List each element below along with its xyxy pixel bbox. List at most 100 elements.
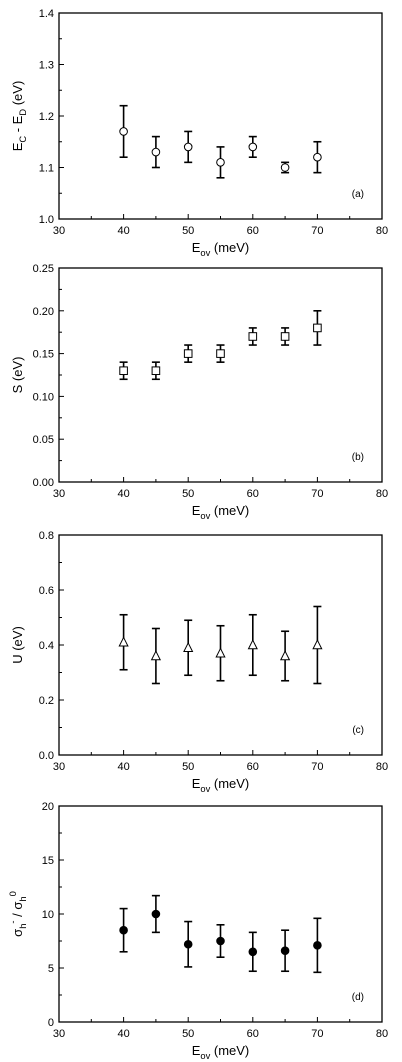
panel-c-y-tick-label: 0.4	[39, 640, 54, 652]
panel-d-y-tick-label: 15	[42, 855, 54, 867]
panel-b-x-axis-label-part-0: E	[192, 503, 201, 518]
panel-a-x-tick-label: 80	[376, 225, 388, 237]
panel-b-point-4	[248, 327, 258, 346]
panel-b-point-3	[216, 344, 225, 363]
panel-d-point-6	[313, 917, 322, 974]
panel-c-x-tick-label: 60	[247, 761, 259, 773]
panel-a-marker	[313, 152, 322, 162]
panel-c-x-tick-label: 80	[376, 761, 388, 773]
panel-a-y-axis-label-part-2: - E	[10, 115, 25, 136]
panel-a-y-axis-label: EC - ED (eV)	[10, 81, 28, 152]
panel-c-point-3	[215, 624, 226, 682]
panel-a-y-tick-label: 1.3	[39, 60, 54, 72]
panel-b-marker	[151, 366, 161, 376]
panel-d-marker	[216, 936, 225, 946]
panel-a-marker	[216, 158, 225, 167]
panel-b-y-tick-label: 0.20	[33, 306, 54, 318]
panel-a-x-axis-label-part-2: (meV)	[210, 240, 249, 255]
panel-b-point-1	[151, 361, 161, 381]
panel-b-x-axis-label-part-2: (meV)	[210, 503, 249, 518]
panel-a-marker	[280, 163, 290, 172]
panel-a-y-tick-label: 1.0	[39, 214, 54, 226]
panel-c-marker	[183, 641, 194, 653]
panel-c-point-2	[183, 619, 194, 677]
panel-b-marker	[248, 332, 258, 341]
panel-b-y-axis-label-part-0: S (eV)	[10, 357, 25, 394]
panel-c-x-axis-label-part-0: E	[192, 776, 201, 791]
panel-a-x-tick-label: 30	[53, 225, 65, 237]
panel-c-y-tick-label: 0.2	[39, 695, 54, 707]
panel-c-point-0	[118, 613, 129, 671]
panel-d-point-0	[119, 907, 128, 953]
panel-b-plot-frame	[58, 267, 383, 483]
panel-b-x-tick-label: 30	[53, 488, 65, 500]
panel-d-label: (d)	[352, 992, 364, 1003]
panel-d-x-tick-label: 80	[376, 1028, 388, 1040]
panel-b-x-tick-label: 40	[117, 488, 129, 500]
panel-a-point-0	[119, 104, 128, 158]
panel-b-point-0	[119, 361, 128, 381]
panel-c-x-tick-label: 70	[311, 761, 323, 773]
panel-d-x-tick-label: 70	[311, 1028, 323, 1040]
panel-d-point-2	[183, 920, 193, 968]
panel-b-marker	[119, 366, 128, 376]
panel-b-y-tick-label: 0.10	[33, 391, 54, 403]
panel-a-x-axis-label: Eov (meV)	[192, 240, 250, 258]
panel-a-plot-frame	[58, 12, 383, 220]
panel-a-x-tick-label: 70	[311, 225, 323, 237]
panel-a-point-5	[280, 161, 290, 174]
panel-b-x-tick-label: 50	[182, 488, 194, 500]
panel-c: 30 40 50 60 70 80 0.0 0.2 0.4 0.6 0.8 Eov (meV) U (e…	[10, 530, 388, 794]
panel-a-x-tick-label: 50	[182, 225, 194, 237]
panel-d-y-tick-label: 5	[48, 963, 54, 975]
panel-c-y-axis-label: U (eV)	[10, 626, 25, 664]
panel-a-point-4	[248, 135, 258, 158]
panel-c-marker	[150, 650, 162, 661]
panel-c-y-tick-label: 0.8	[39, 530, 54, 542]
panel-b-label: (b)	[352, 452, 364, 463]
panel-b-point-6	[313, 309, 322, 346]
panel-b-point-2	[183, 344, 193, 363]
panel-d-y-axis-label-part-1: h	[18, 924, 28, 929]
panel-b-marker	[313, 323, 322, 333]
panel-d-marker	[119, 925, 128, 935]
panel-a-marker	[119, 127, 128, 136]
panel-a-x-axis-label-part-1: ov	[200, 248, 210, 258]
panel-c-marker	[312, 639, 323, 650]
panel-b-x-tick-label: 80	[376, 488, 388, 500]
panel-a: 30 40 50 60 70 80 1.0 1.1 1.2 1.3 1.4 Eov (meV) EC -…	[10, 8, 388, 258]
panel-c-marker	[118, 636, 129, 647]
panel-a-marker	[183, 142, 193, 152]
panel-c-point-6	[312, 605, 323, 685]
panel-d-x-axis-label: Eov (meV)	[192, 1043, 250, 1061]
panel-b-x-tick-label: 60	[247, 488, 259, 500]
panel-a-y-tick-label: 1.4	[39, 8, 54, 20]
panel-a-x-axis-label-part-0: E	[192, 240, 201, 255]
panel-a-x-tick-label: 40	[117, 225, 129, 237]
panel-c-x-axis-label-part-2: (meV)	[210, 776, 249, 791]
panel-a-point-6	[313, 140, 322, 174]
panel-b-y-axis-label: S (eV)	[10, 357, 25, 394]
panel-a-y-tick-label: 1.2	[39, 111, 54, 123]
panel-c-x-tick-label: 50	[182, 761, 194, 773]
panel-b-point-5	[280, 327, 290, 346]
panel-d-y-axis-label-part-3: / σ	[10, 902, 25, 921]
panel-c-x-tick-label: 40	[117, 761, 129, 773]
panel-a-marker	[248, 142, 258, 152]
panel-d-y-axis-label-part-5: 0	[8, 891, 18, 896]
panel-b-y-tick-label: 0.25	[33, 263, 54, 275]
panel-b-marker	[216, 349, 225, 358]
panel-c-label: (c)	[352, 725, 364, 736]
panel-c-marker	[247, 639, 258, 650]
panel-d-marker	[151, 909, 161, 919]
panel-c-y-tick-label: 0.6	[39, 585, 54, 597]
panel-c-marker	[215, 647, 226, 658]
panel-d-marker	[183, 939, 193, 949]
panel-d-point-4	[248, 931, 258, 973]
panel-b-x-axis-label: Eov (meV)	[192, 503, 250, 521]
panel-a-x-tick-label: 60	[247, 225, 259, 237]
panel-a-y-axis-label-part-4: (eV)	[10, 81, 25, 109]
panel-a-y-tick-label: 1.1	[39, 163, 54, 175]
